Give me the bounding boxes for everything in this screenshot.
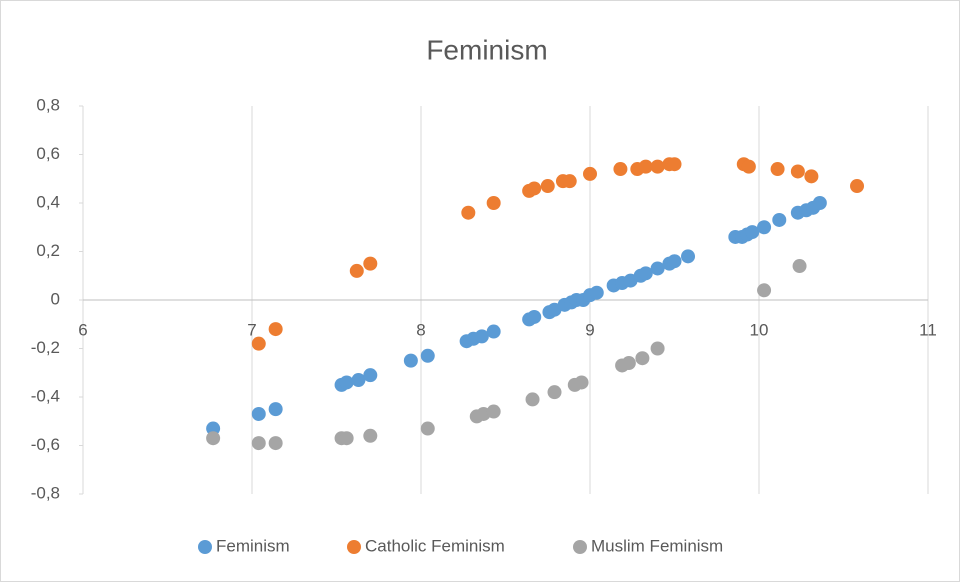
point [812, 196, 827, 210]
point [527, 181, 542, 196]
point [635, 351, 650, 366]
point [613, 162, 628, 177]
y-tick-label: -0,4 [31, 386, 60, 405]
point [339, 431, 354, 446]
point [650, 261, 665, 276]
point [562, 174, 577, 189]
point [474, 329, 489, 344]
point [486, 196, 501, 210]
point [741, 159, 756, 174]
point [339, 375, 354, 390]
y-tick-label: 0,4 [36, 192, 60, 211]
point [525, 392, 540, 407]
point [540, 179, 555, 194]
point [403, 353, 418, 368]
x-tick-label: 8 [416, 320, 425, 339]
legend-marker [347, 540, 361, 554]
point [792, 259, 807, 274]
legend-label: Feminism [216, 536, 290, 555]
point [757, 220, 772, 235]
y-tick-label: 0,2 [36, 241, 60, 260]
point [667, 254, 682, 269]
point [206, 431, 221, 446]
x-tick-label: 11 [919, 320, 937, 339]
point [251, 406, 266, 421]
point [574, 375, 589, 390]
point [268, 436, 283, 451]
point [681, 249, 696, 264]
y-tick-label: -0,6 [31, 435, 60, 454]
point [251, 436, 266, 451]
legend-label: Muslim Feminism [591, 536, 723, 555]
point [621, 356, 636, 371]
point [757, 283, 772, 298]
point [650, 159, 665, 174]
point [547, 385, 562, 400]
x-tick-label: 6 [78, 320, 87, 339]
x-tick-label: 9 [585, 320, 594, 339]
point [486, 404, 501, 419]
point [363, 256, 378, 271]
point [268, 322, 283, 337]
x-tick-label: 10 [750, 320, 769, 339]
y-tick-label: 0 [51, 289, 60, 308]
point [745, 225, 760, 240]
point [589, 285, 604, 300]
y-tick-label: -0,8 [31, 483, 60, 502]
point [583, 166, 597, 181]
point [351, 373, 366, 388]
point [420, 348, 435, 363]
point [650, 341, 665, 356]
point [486, 324, 501, 339]
legend-marker [198, 540, 212, 554]
point [804, 169, 819, 184]
point [790, 164, 805, 179]
point [638, 159, 653, 174]
point [268, 402, 283, 417]
point [850, 179, 865, 194]
y-tick-label: -0,2 [31, 338, 60, 357]
point [667, 157, 682, 172]
legend-label: Catholic Feminism [365, 536, 505, 555]
y-tick-label: 0,8 [36, 95, 60, 114]
x-tick-label: 7 [247, 320, 256, 339]
y-tick-label: 0,6 [36, 144, 60, 163]
point [363, 428, 378, 443]
point [461, 205, 476, 220]
point [251, 336, 266, 351]
point [349, 263, 364, 278]
point [770, 162, 785, 177]
point [638, 266, 653, 281]
legend-marker [573, 540, 587, 554]
point [363, 368, 378, 383]
point [420, 421, 435, 436]
point [206, 421, 221, 436]
point [527, 309, 542, 324]
chart-title: Feminism [426, 34, 547, 65]
point [772, 212, 787, 227]
